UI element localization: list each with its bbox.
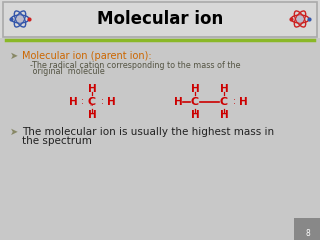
Text: H: H: [107, 97, 116, 107]
Text: 8: 8: [306, 229, 310, 239]
Text: H: H: [88, 110, 96, 120]
Text: Molecular ion: Molecular ion: [97, 10, 223, 28]
Text: -The radical cation corresponding to the mass of the: -The radical cation corresponding to the…: [30, 60, 241, 70]
Bar: [0, 0, 320, 38]
Text: ··: ··: [90, 95, 94, 101]
Text: :: :: [81, 97, 84, 107]
Text: C: C: [88, 97, 96, 107]
Text: ➤: ➤: [10, 127, 18, 137]
Text: H: H: [191, 84, 199, 94]
Text: C: C: [191, 97, 199, 107]
Text: ··: ··: [90, 103, 94, 109]
Text: The molecular ion is usually the highest mass in: The molecular ion is usually the highest…: [22, 127, 274, 137]
Circle shape: [297, 16, 303, 22]
Text: H: H: [174, 97, 182, 107]
Text: Molecular ion (parent ion):: Molecular ion (parent ion):: [22, 51, 152, 61]
Text: original  molecule: original molecule: [30, 67, 105, 77]
Text: H: H: [220, 84, 228, 94]
Text: H: H: [220, 110, 228, 120]
Text: ➤: ➤: [10, 51, 18, 61]
Text: C: C: [220, 97, 228, 107]
Text: H: H: [191, 110, 199, 120]
Text: H: H: [239, 97, 247, 107]
Text: :: :: [100, 97, 103, 107]
Text: the spectrum: the spectrum: [22, 136, 92, 146]
Text: H: H: [88, 84, 96, 94]
Bar: [3, 2, 317, 37]
Circle shape: [17, 16, 23, 22]
Text: :: :: [233, 97, 236, 107]
Text: H: H: [68, 97, 77, 107]
